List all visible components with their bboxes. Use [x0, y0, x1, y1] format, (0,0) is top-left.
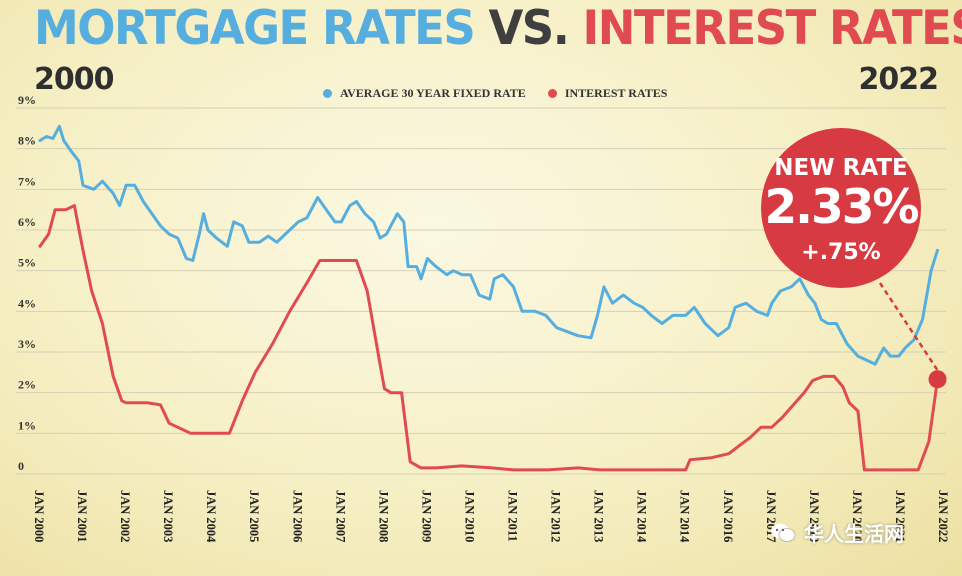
- x-tick-label: JAN 2019: [807, 490, 821, 542]
- y-tick-label: 3%: [18, 337, 36, 351]
- y-tick-label: 0: [18, 459, 24, 473]
- annotation-layer: [878, 282, 947, 389]
- x-tick-label: JAN 2020: [850, 490, 864, 542]
- y-tick-label: 5%: [18, 256, 36, 270]
- legend-item-mortgage: AVERAGE 30 YEAR FIXED RATE: [323, 86, 526, 101]
- x-axis-ticks: JAN 2000 JAN 2001 JAN 2002 JAN 2003 JAN 2004…: [32, 490, 950, 543]
- chart-legend: AVERAGE 30 YEAR FIXED RATE INTEREST RATE…: [323, 86, 667, 101]
- callout-value: 2.33%: [764, 180, 919, 235]
- title-vs: VS.: [488, 0, 569, 56]
- callout-leader-line: [878, 282, 939, 371]
- x-tick-label: JAN 2007: [333, 490, 347, 542]
- y-tick-label: 7%: [18, 174, 36, 188]
- x-tick-label: JAN 2004: [204, 490, 218, 543]
- end-year-label: 2022: [858, 62, 939, 97]
- new-rate-callout: NEW RATE 2.33% +.75%: [761, 128, 921, 288]
- wechat-icon: [771, 523, 796, 542]
- legend-dot-mortgage: [323, 89, 332, 98]
- x-tick-label: JAN 2014: [635, 490, 649, 543]
- y-tick-label: 9%: [18, 93, 36, 107]
- series-lines: [38, 124, 939, 472]
- y-tick-label: 6%: [18, 215, 36, 229]
- y-axis-ticks: 0 1% 2% 3% 4% 5% 6% 7% 8% 9%: [18, 93, 36, 473]
- start-year-label: 2000: [34, 62, 114, 97]
- y-tick-label: 2%: [18, 378, 36, 392]
- title-interest-rates: INTEREST RATES: [582, 0, 962, 56]
- x-tick-label: JAN 2001: [75, 490, 89, 542]
- x-tick-label: JAN 2012: [549, 490, 563, 542]
- legend-label-mortgage: AVERAGE 30 YEAR FIXED RATE: [340, 86, 526, 100]
- chart-title: MORTGAGE RATES VS. INTEREST RATES: [34, 0, 962, 56]
- x-tick-label: JAN 2000: [32, 490, 46, 542]
- x-tick-label: JAN 2014: [678, 490, 692, 543]
- legend-label-interest: INTEREST RATES: [564, 86, 668, 100]
- legend-item-interest: INTEREST RATES: [547, 86, 668, 101]
- legend-dot-interest: [547, 89, 557, 98]
- callout-change: +.75%: [801, 240, 881, 265]
- x-tick-label: JAN 2006: [290, 490, 304, 542]
- y-tick-label: 1%: [18, 418, 36, 432]
- gridlines: [16, 107, 946, 475]
- x-tick-label: JAN 2002: [118, 490, 132, 542]
- y-tick-label: 4%: [18, 296, 36, 310]
- x-tick-label: JAN 2016: [721, 490, 735, 542]
- x-tick-label: JAN 2009: [419, 490, 433, 542]
- x-tick-label: JAN 2005: [247, 490, 261, 542]
- title-mortgage-rates: MORTGAGE RATES: [34, 0, 476, 56]
- x-tick-label: JAN 2003: [161, 490, 175, 542]
- x-tick-label: JAN 2011: [506, 490, 520, 542]
- x-tick-label: JAN 2022: [936, 490, 950, 542]
- watermark: 华人生活网: [770, 518, 904, 547]
- x-tick-label: JAN 2008: [376, 490, 390, 542]
- callout-title: NEW RATE: [774, 155, 908, 181]
- watermark-text: 华人生活网: [804, 522, 904, 546]
- x-tick-label: JAN 2021: [893, 490, 907, 542]
- x-tick-label: JAN 2013: [592, 490, 606, 542]
- y-tick-label: 8%: [18, 134, 36, 148]
- x-tick-label: JAN 2010: [462, 490, 476, 542]
- series-line-mortgage: [38, 124, 939, 366]
- latest-rate-point: [928, 370, 947, 389]
- series-line-interest: [38, 204, 939, 472]
